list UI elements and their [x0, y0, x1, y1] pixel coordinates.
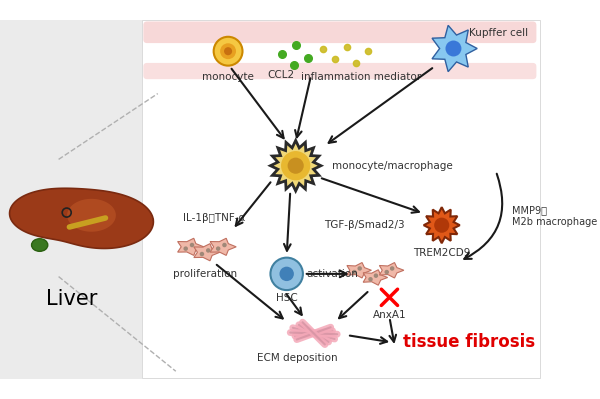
Circle shape: [358, 266, 362, 271]
Polygon shape: [363, 270, 388, 285]
FancyArrowPatch shape: [464, 174, 502, 259]
Text: Liver: Liver: [46, 289, 98, 309]
Text: IL-1β、TNF-α: IL-1β、TNF-α: [184, 213, 246, 223]
Circle shape: [280, 267, 294, 281]
Circle shape: [222, 243, 227, 247]
Bar: [0, 20, 142, 379]
Text: tissue fibrosis: tissue fibrosis: [403, 334, 535, 352]
Text: proliferation: proliferation: [173, 269, 238, 279]
Circle shape: [390, 266, 394, 271]
Circle shape: [287, 158, 304, 174]
Text: AnxA1: AnxA1: [373, 310, 406, 320]
Text: CCL2: CCL2: [268, 70, 295, 80]
Circle shape: [434, 217, 449, 233]
Text: inflammation mediator: inflammation mediator: [301, 72, 421, 82]
Polygon shape: [194, 244, 220, 261]
Circle shape: [352, 270, 356, 275]
Text: monocyte/macrophage: monocyte/macrophage: [332, 161, 452, 171]
Polygon shape: [67, 199, 116, 232]
Circle shape: [206, 248, 211, 253]
Circle shape: [281, 151, 310, 180]
Text: TGF-β/Smad2/3: TGF-β/Smad2/3: [325, 220, 405, 230]
Bar: [142, 20, 541, 379]
Text: ECM deposition: ECM deposition: [257, 353, 338, 363]
Polygon shape: [347, 263, 371, 278]
FancyBboxPatch shape: [143, 63, 536, 79]
Circle shape: [271, 258, 303, 290]
Polygon shape: [210, 238, 236, 255]
Circle shape: [216, 246, 220, 251]
Circle shape: [374, 273, 378, 278]
Text: MMP9、
M2b macrophage: MMP9、 M2b macrophage: [512, 205, 597, 227]
Circle shape: [385, 270, 389, 275]
Circle shape: [214, 37, 242, 65]
Polygon shape: [379, 263, 404, 278]
Text: activation: activation: [307, 269, 358, 279]
Polygon shape: [271, 140, 321, 191]
Circle shape: [368, 277, 373, 282]
Polygon shape: [432, 26, 477, 72]
Polygon shape: [178, 238, 204, 255]
FancyBboxPatch shape: [143, 22, 536, 43]
Circle shape: [200, 252, 204, 256]
Ellipse shape: [32, 239, 48, 251]
Circle shape: [190, 243, 194, 247]
Circle shape: [184, 246, 188, 251]
Text: Kupffer cell: Kupffer cell: [469, 28, 528, 38]
Text: monocyte: monocyte: [202, 72, 254, 82]
Bar: [142, 20, 540, 378]
Polygon shape: [424, 207, 460, 243]
Text: TREM2CD9: TREM2CD9: [413, 248, 470, 258]
Text: HSC: HSC: [276, 293, 298, 303]
Polygon shape: [10, 188, 154, 249]
Circle shape: [445, 41, 461, 57]
Circle shape: [220, 43, 236, 59]
Circle shape: [224, 47, 232, 55]
